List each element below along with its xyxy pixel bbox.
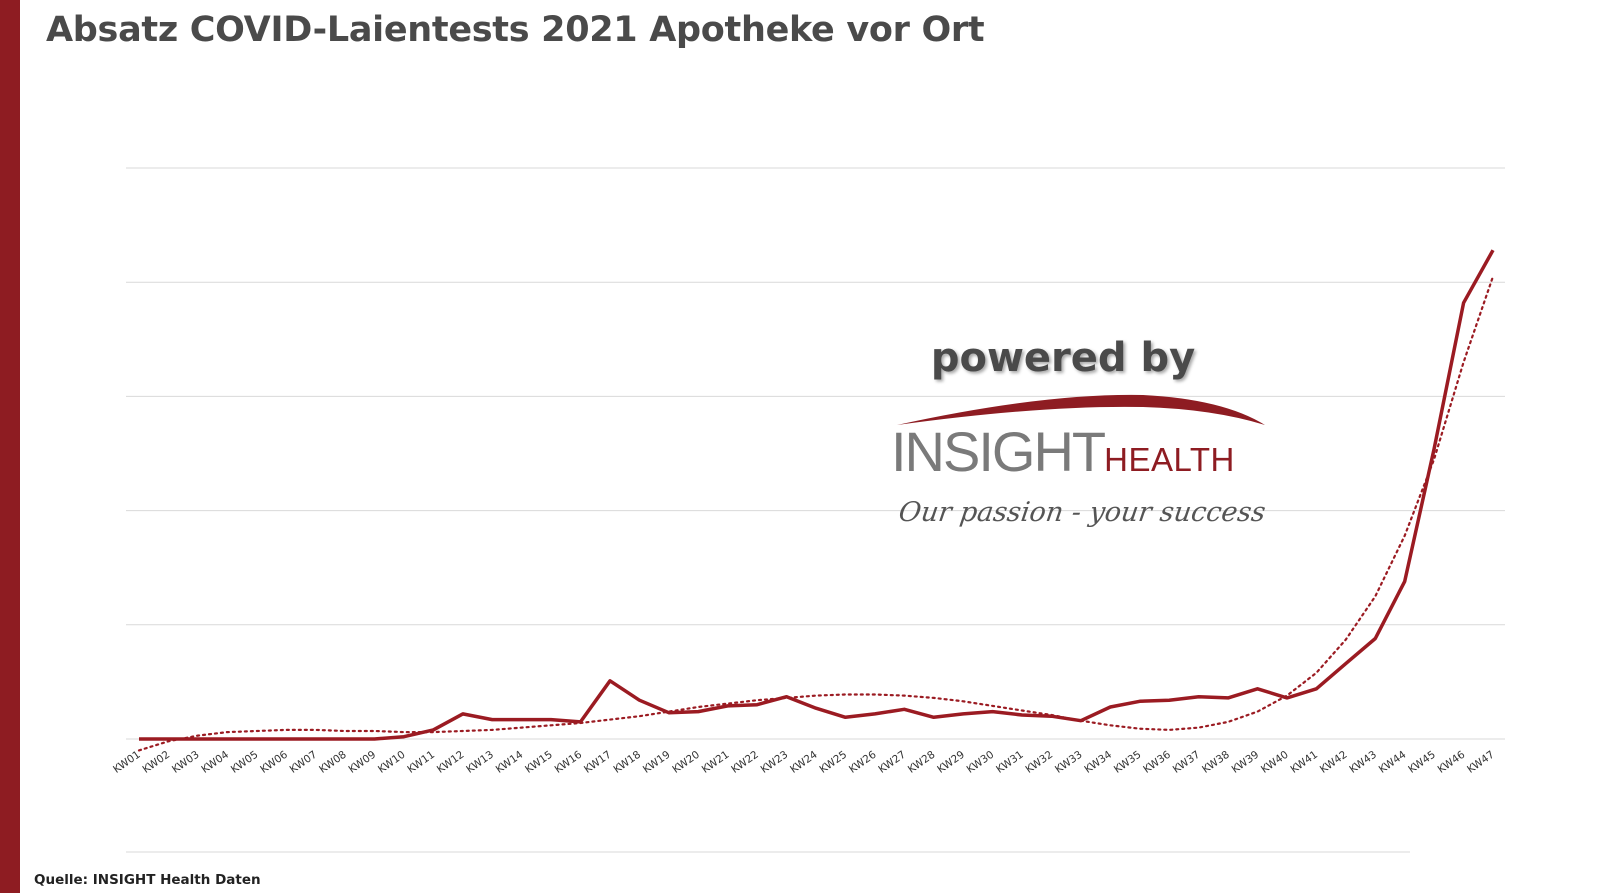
x-tick-label: KW03 [170,749,202,776]
x-tick-label: KW40 [1259,749,1291,776]
x-tick-label: KW12 [435,749,467,776]
x-tick-label: KW26 [847,748,879,775]
x-tick-label: KW25 [817,749,849,776]
x-tick-label: KW08 [317,749,349,776]
sales-series-line [139,249,1495,741]
x-tick-label: KW06 [258,748,290,775]
x-tick-label: KW31 [994,749,1026,776]
x-tick-label: KW10 [376,749,408,776]
x-tick-label: KW13 [464,749,496,776]
x-tick-label: KW45 [1406,749,1438,776]
x-tick-label: KW44 [1377,748,1409,775]
x-tick-label: KW29 [935,749,967,776]
logo-wordmark: INSIGHTHEALTH [891,419,1235,484]
x-tick-label: KW37 [1171,749,1203,776]
x-tick-label: KW18 [611,749,643,776]
x-tick-label: KW21 [700,749,732,776]
logo-swoosh-icon [897,394,1265,425]
x-tick-label: KW30 [965,749,997,776]
series-group [139,249,1495,741]
page-title: Absatz COVID-Laientests 2021 Apotheke vo… [46,10,985,50]
x-tick-label: KW19 [641,749,673,776]
x-tick-label: KW43 [1347,749,1379,776]
x-tick-label: KW17 [582,749,614,776]
insight-health-logo: powered by INSIGHTHEALTH Our passion - y… [891,335,1293,545]
x-tick-label: KW27 [876,749,908,776]
logo-brand-main: INSIGHT [891,420,1106,483]
grid-lines [126,167,1505,853]
left-accent-bar [0,0,20,893]
x-tick-label: KW34 [1082,748,1114,775]
x-tick-label: KW35 [1112,749,1144,776]
trendline-group [137,275,1495,752]
x-tick-label: KW36 [1141,748,1173,775]
x-tick-label: KW04 [199,748,231,775]
x-tick-label: KW11 [405,749,437,776]
trendline-series [137,275,1495,752]
x-tick-label: KW09 [347,749,379,776]
x-tick-label: KW23 [759,749,791,776]
x-tick-label: KW46 [1436,748,1468,775]
x-tick-label: KW01 [111,749,143,776]
powered-by-label: powered by [930,335,1196,381]
x-tick-label: KW32 [1024,749,1056,776]
x-tick-label: KW14 [494,748,526,775]
x-tick-label: KW38 [1200,749,1232,776]
x-tick-label: KW28 [906,749,938,776]
x-tick-label: KW33 [1053,749,1085,776]
x-tick-label: KW47 [1465,749,1497,776]
x-tick-label: KW41 [1288,749,1320,776]
x-tick-label: KW22 [729,749,761,776]
x-tick-label: KW42 [1318,749,1350,776]
x-tick-labels: KW01KW02KW03KW04KW05KW06KW07KW08KW09KW10… [111,748,1497,775]
x-tick-label: KW16 [553,748,585,775]
x-tick-label: KW15 [523,749,555,776]
source-note: Quelle: INSIGHT Health Daten [34,872,261,888]
x-tick-label: KW24 [788,748,820,775]
x-tick-label: KW02 [140,749,172,776]
logo-tagline: Our passion - your success [896,497,1268,528]
x-tick-label: KW39 [1230,749,1262,776]
x-tick-label: KW20 [670,749,702,776]
x-tick-label: KW05 [229,749,261,776]
x-tick-label: KW07 [288,749,320,776]
logo-brand-sub: HEALTH [1104,441,1235,478]
